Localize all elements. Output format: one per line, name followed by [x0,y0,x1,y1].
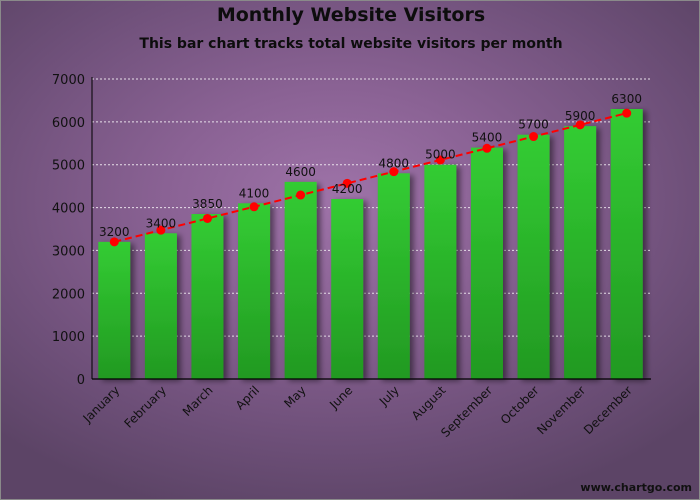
x-tick-label: November [534,383,588,437]
x-tick-label: May [281,383,308,410]
bar [424,164,457,379]
x-tick-label: February [121,383,169,431]
trend-point [249,202,259,212]
x-tick-label: January [80,383,123,426]
x-tick-label: July [376,383,402,409]
trend-point [296,190,306,200]
gridlines [92,78,651,337]
x-tick-label: April [233,383,262,412]
bar [610,109,643,379]
data-label: 5400 [472,131,503,145]
bar [284,181,317,379]
y-tick-label: 6000 [52,116,85,131]
data-label: 6300 [611,92,642,106]
data-label: 5000 [425,148,456,162]
data-labels: 3200 3400 3850 4100 4600 4200 4800 5000 5400 5700… [99,92,642,239]
trend-point [482,143,492,153]
chart-subtitle: This bar chart tracks total website visi… [139,36,563,52]
trend-point [622,108,632,118]
y-tick-label: 2000 [52,287,85,302]
trendline [109,108,632,247]
trend-point [575,120,585,130]
trend-point [109,237,119,247]
y-tick-label: 4000 [52,202,85,217]
chart-title: Monthly Website Visitors [216,4,486,26]
data-label: 4600 [285,165,316,179]
trend-point [342,178,352,188]
y-tick-label: 0 [77,373,85,388]
data-label: 5900 [565,109,596,123]
bar [470,147,503,379]
bar [98,241,131,379]
watermark: www.chartgo.com [580,481,692,494]
trend-point [202,213,212,223]
y-tick-label: 5000 [52,159,85,174]
data-label: 3200 [99,225,130,239]
y-axis-ticks: 0 1000 2000 3000 4000 5000 6000 7000 [52,73,85,388]
trend-line [114,112,627,243]
data-label: 5700 [518,118,549,132]
trend-point [529,132,539,142]
y-tick-label: 3000 [52,244,85,259]
data-label: 4200 [332,182,363,196]
x-tick-label: March [180,383,216,419]
bar [238,203,271,379]
data-label: 3400 [146,216,177,230]
x-tick-label: December [581,383,635,437]
y-tick-label: 1000 [52,330,85,345]
trend-point [156,225,166,235]
data-label: 4100 [239,186,270,200]
bar [377,173,410,379]
data-label: 3850 [192,197,223,211]
data-label: 4800 [379,156,410,170]
trend-point [435,155,445,165]
x-tick-label: October [498,383,542,427]
bar [517,134,550,379]
trend-point [389,167,399,177]
bar [191,214,224,379]
x-axis-ticks: January February March April May June July Augu… [80,383,635,440]
y-tick-label: 7000 [52,73,85,88]
bar [144,233,177,379]
bar [331,199,364,379]
axes [91,77,651,380]
x-tick-label: June [326,383,355,412]
x-tick-label: August [409,383,449,423]
bars [98,109,643,380]
bar [564,126,597,380]
